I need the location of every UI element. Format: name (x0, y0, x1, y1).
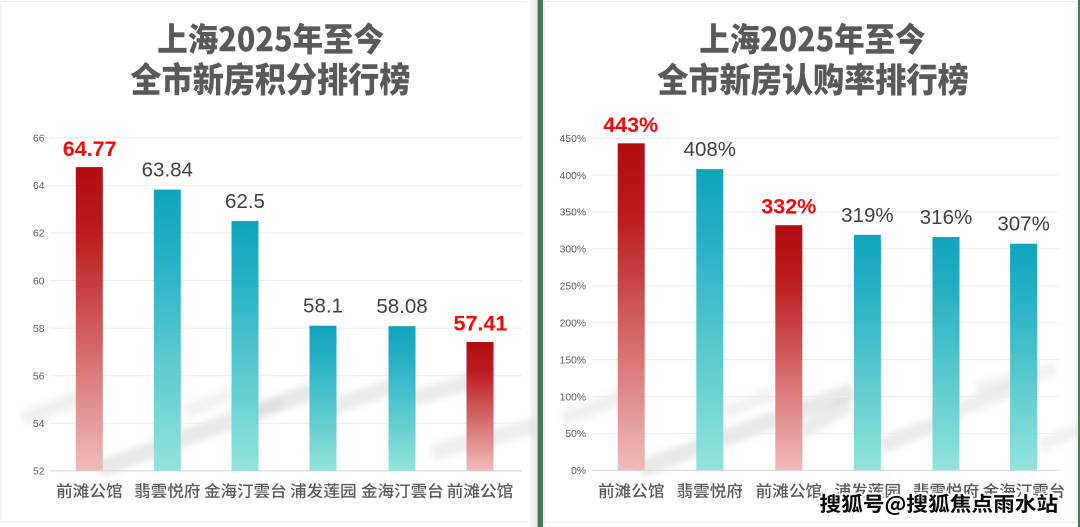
svg-text:57.41: 57.41 (453, 311, 507, 335)
svg-text:350%: 350% (560, 208, 586, 219)
svg-text:50%: 50% (565, 429, 586, 440)
svg-text:66: 66 (33, 134, 45, 145)
svg-text:450%: 450% (560, 134, 586, 145)
svg-text:316%: 316% (920, 206, 972, 229)
svg-text:54: 54 (33, 419, 45, 430)
svg-text:100%: 100% (560, 392, 586, 403)
svg-text:443%: 443% (603, 113, 658, 137)
svg-text:332%: 332% (761, 195, 816, 219)
svg-text:300%: 300% (560, 245, 586, 256)
svg-text:58.08: 58.08 (376, 295, 427, 318)
svg-text:250%: 250% (560, 282, 586, 293)
svg-text:62.5: 62.5 (225, 190, 265, 213)
svg-text:60: 60 (33, 276, 45, 287)
svg-text:307%: 307% (997, 213, 1049, 236)
svg-text:58.1: 58.1 (303, 295, 343, 318)
svg-text:56: 56 (33, 372, 45, 383)
svg-text:64: 64 (33, 181, 45, 192)
svg-text:400%: 400% (560, 171, 586, 182)
svg-text:52: 52 (33, 467, 45, 478)
svg-text:62: 62 (33, 229, 45, 240)
svg-text:150%: 150% (560, 355, 586, 366)
svg-text:408%: 408% (684, 138, 736, 161)
svg-text:58: 58 (33, 324, 45, 335)
svg-text:64.77: 64.77 (63, 137, 117, 161)
svg-text:200%: 200% (560, 319, 586, 330)
svg-text:63.84: 63.84 (142, 159, 193, 182)
svg-text:0%: 0% (571, 466, 586, 477)
svg-text:319%: 319% (841, 204, 893, 227)
